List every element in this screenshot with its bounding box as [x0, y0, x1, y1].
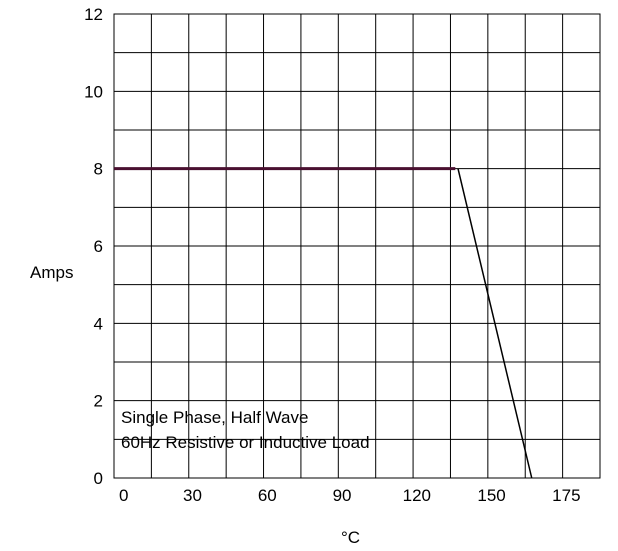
x-tick-label: 150 [477, 486, 505, 505]
series-layer [114, 167, 533, 479]
y-tick-label: 12 [84, 5, 103, 24]
x-tick-label: 175 [552, 486, 580, 505]
x-axis-label: °C [341, 528, 360, 547]
x-tick-labels: 0 30 60 90 120 150 175 [119, 486, 581, 505]
x-tick-label: 30 [183, 486, 202, 505]
annotation-line-2: 60Hz Resistive or Inductive Load [121, 433, 370, 452]
y-tick-label: 10 [84, 82, 103, 101]
x-tick-label: 120 [403, 486, 431, 505]
grid-lines [114, 14, 600, 478]
x-tick-label: 90 [333, 486, 352, 505]
y-axis-label: Amps [30, 263, 73, 282]
y-tick-labels: 0 2 4 6 8 10 12 [84, 5, 103, 488]
y-tick-label: 4 [94, 314, 103, 333]
x-tick-label: 60 [258, 486, 277, 505]
series-line-derating [457, 168, 533, 479]
y-tick-label: 2 [94, 392, 103, 411]
y-tick-label: 0 [94, 469, 103, 488]
annotation-line-1: Single Phase, Half Wave [121, 408, 308, 427]
y-tick-label: 8 [94, 160, 103, 179]
x-tick-label: 0 [119, 486, 128, 505]
y-tick-label: 6 [94, 237, 103, 256]
